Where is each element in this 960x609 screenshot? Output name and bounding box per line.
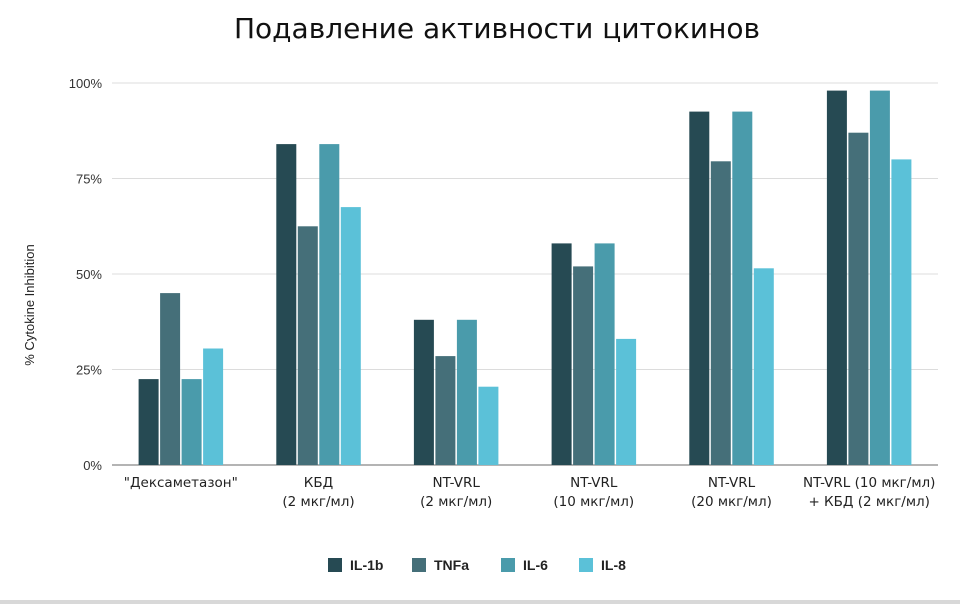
bar-tnfa bbox=[160, 293, 181, 465]
bar-tnfa bbox=[848, 132, 869, 465]
bar-il-8 bbox=[203, 348, 224, 465]
legend-swatch bbox=[412, 558, 426, 572]
bar-il-6 bbox=[456, 319, 477, 465]
bottom-divider bbox=[0, 600, 960, 604]
legend-item: TNFa bbox=[412, 557, 469, 573]
bar-il-1b bbox=[138, 379, 159, 465]
legend-item: IL-6 bbox=[501, 557, 548, 573]
bar-tnfa bbox=[297, 226, 318, 466]
bar-il-6 bbox=[181, 379, 202, 465]
bar-il-1b bbox=[413, 319, 434, 465]
bar-tnfa bbox=[435, 356, 456, 465]
y-tick-label: 50% bbox=[76, 267, 102, 282]
bar-il-8 bbox=[753, 268, 774, 465]
bar-il-8 bbox=[478, 386, 499, 465]
legend-item: IL-1b bbox=[328, 557, 383, 573]
legend-swatch bbox=[501, 558, 515, 572]
legend-label: IL-6 bbox=[523, 557, 548, 573]
y-tick-label: 0% bbox=[83, 458, 102, 473]
bar-il-8 bbox=[340, 207, 361, 465]
category-label: NT-VRL (10 мкг/мл) bbox=[553, 475, 634, 510]
legend-item: IL-8 bbox=[579, 557, 626, 573]
y-tick-label: 75% bbox=[76, 172, 102, 187]
bar-tnfa bbox=[710, 161, 731, 466]
category-label: NT-VRL (20 мкг/мл) bbox=[691, 475, 772, 510]
legend-label: TNFa bbox=[434, 557, 469, 573]
legend-label: IL-8 bbox=[601, 557, 626, 573]
category-label: NT-VRL (10 мкг/мл) + КБД (2 мкг/мл) bbox=[803, 475, 935, 510]
legend-label: IL-1b bbox=[350, 557, 383, 573]
legend: IL-1b TNFa IL-6 IL-8 bbox=[328, 557, 626, 573]
bar-il-1b bbox=[826, 90, 847, 465]
y-tick-label: 100% bbox=[69, 76, 103, 91]
category-label: "Дексаметазон" bbox=[124, 475, 238, 491]
legend-swatch bbox=[579, 558, 593, 572]
category-label: NT-VRL (2 мкг/мл) bbox=[420, 475, 492, 510]
y-axis-label: % Cytokine Inhibition bbox=[22, 244, 37, 365]
category-labels: "Дексаметазон" КБД (2 мкг/мл) NT-VRL (2 мкг/… bbox=[124, 475, 936, 510]
legend-swatch bbox=[328, 558, 342, 572]
chart-title: Подавление активности цитокинов bbox=[233, 12, 761, 45]
bars bbox=[138, 90, 912, 466]
y-tick-label: 25% bbox=[76, 363, 102, 378]
bar-il-1b bbox=[276, 144, 297, 465]
bar-il-1b bbox=[689, 111, 710, 465]
bar-il-6 bbox=[869, 90, 890, 465]
bar-il-1b bbox=[551, 243, 572, 465]
bar-il-6 bbox=[319, 144, 340, 465]
category-label: КБД (2 мкг/мл) bbox=[282, 475, 354, 510]
bar-il-8 bbox=[616, 338, 637, 465]
bar-il-6 bbox=[594, 243, 615, 465]
bar-tnfa bbox=[573, 266, 594, 465]
gridlines bbox=[112, 82, 938, 466]
bar-il-6 bbox=[732, 111, 753, 465]
bar-il-8 bbox=[891, 159, 912, 465]
y-tick-labels: 0% 25% 50% 75% 100% bbox=[69, 76, 103, 473]
